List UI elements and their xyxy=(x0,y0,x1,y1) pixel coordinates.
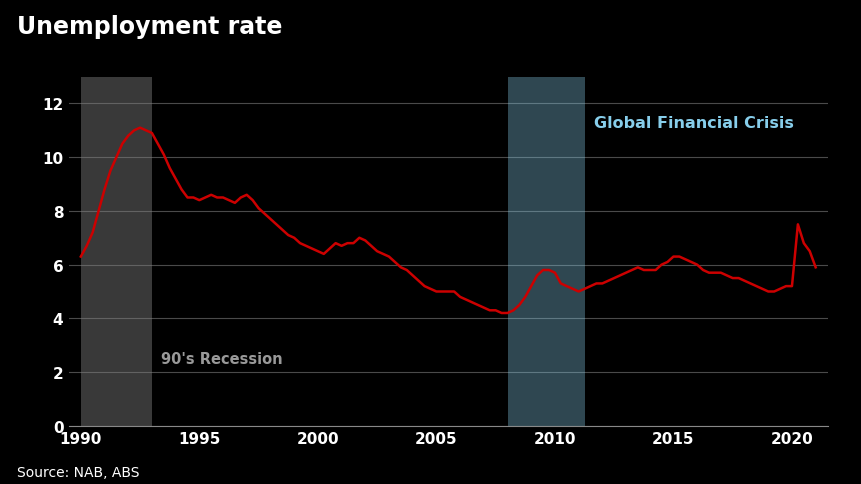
Text: 90's Recession: 90's Recession xyxy=(161,351,282,366)
Text: Source: NAB, ABS: Source: NAB, ABS xyxy=(17,465,139,479)
Text: Unemployment rate: Unemployment rate xyxy=(17,15,282,38)
Text: Global Financial Crisis: Global Financial Crisis xyxy=(593,116,793,131)
